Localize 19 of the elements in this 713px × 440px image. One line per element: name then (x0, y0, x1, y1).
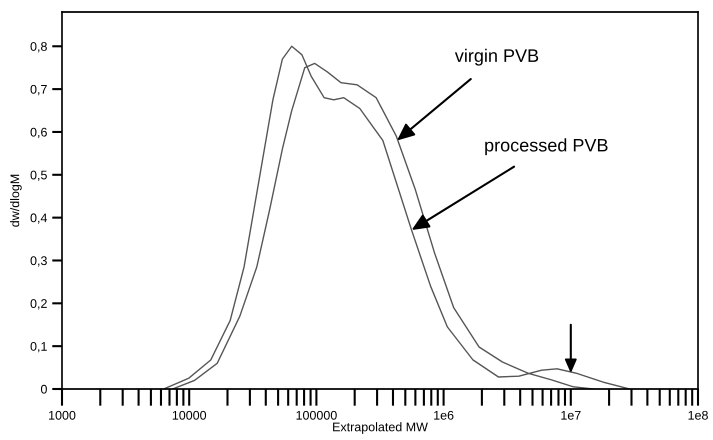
x-tick-label: 100000 (296, 410, 337, 420)
y-tick-label: 0,8 (30, 42, 47, 52)
y-axis-title: dw/dlogM (10, 174, 22, 227)
y-tick-label: 0,3 (30, 256, 47, 267)
y-tick-label: 0,1 (30, 342, 47, 352)
x-tick-label: 1e8 (688, 410, 708, 420)
y-tick-label: 0,7 (30, 84, 47, 96)
annotation: virgin PVB (454, 48, 538, 66)
y-tick-label: 0,4 (30, 213, 48, 224)
x-tick-label: 1e7 (561, 410, 581, 420)
annotation: processed PVB (485, 138, 608, 156)
x-tick-label: 1000 (49, 410, 76, 420)
y-tick-label: 0,5 (30, 170, 47, 181)
x-tick-label: 1e6 (434, 410, 454, 420)
y-tick-label: 0,2 (30, 299, 47, 310)
y-tick-label: 0,6 (30, 128, 47, 138)
x-axis-title: Extrapolated MW (333, 422, 428, 434)
y-tick-label: 0 (40, 384, 47, 394)
x-tick-label: 10000 (172, 410, 206, 420)
